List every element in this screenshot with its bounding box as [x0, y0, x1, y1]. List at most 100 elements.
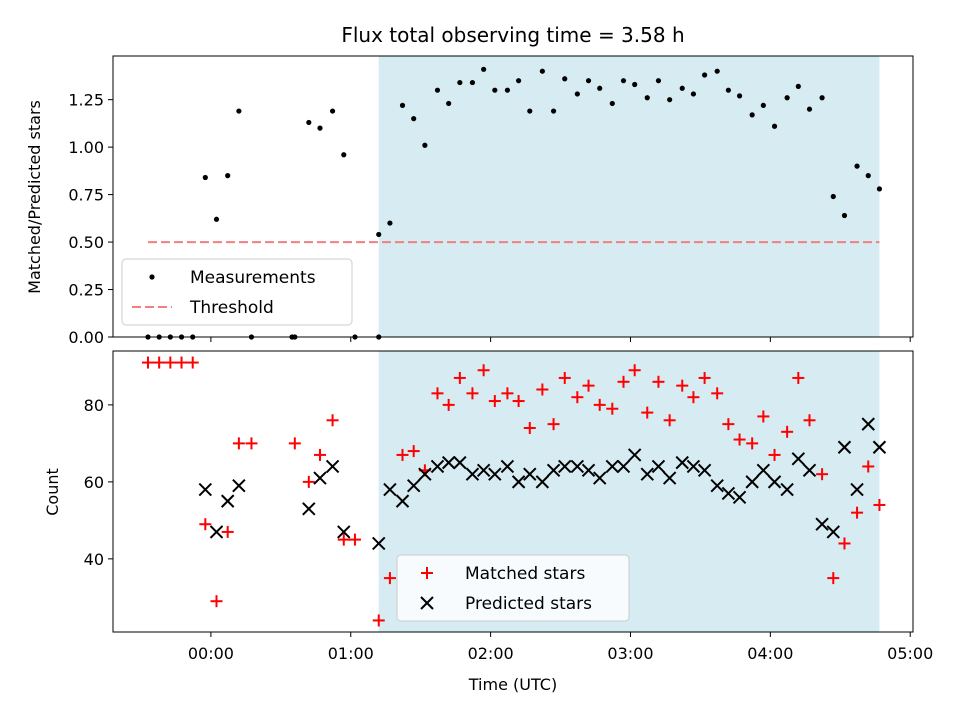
predicted-star-point — [500, 459, 515, 474]
measurement-point — [784, 95, 790, 101]
matched-star-point — [606, 402, 619, 415]
matched-star-point — [663, 414, 676, 427]
x-tick-label: 03:00 — [607, 644, 653, 663]
matched-star-point — [781, 425, 794, 438]
matched-star-point — [676, 379, 689, 392]
measurement-point — [457, 79, 463, 86]
bottom-y-axis-label: Count — [43, 468, 62, 516]
measurement-point — [854, 163, 860, 169]
predicted-star-point — [198, 482, 213, 497]
legend-matched-marker — [421, 567, 433, 579]
measurement-point — [306, 119, 312, 126]
measurement-point — [411, 116, 417, 122]
matched-star-point — [232, 437, 245, 450]
predicted-star-point — [383, 482, 397, 497]
matched-star-point — [873, 498, 886, 511]
measurement-point — [550, 108, 557, 114]
predicted-star-point — [372, 536, 386, 551]
predicted-star-point — [418, 467, 432, 481]
predicted-star-point — [826, 525, 840, 539]
predicted-star-point — [406, 479, 421, 493]
predicted-star-point — [325, 459, 340, 474]
matched-star-point — [523, 421, 536, 434]
matched-star-point — [698, 371, 711, 384]
matched-star-point — [733, 433, 746, 446]
measurement-point — [574, 91, 580, 97]
matched-star-point — [348, 533, 361, 546]
predicted-star-point — [861, 417, 875, 431]
matched-star-point — [372, 614, 385, 627]
matched-star-point — [175, 356, 188, 369]
legend-matched-label: Matched stars — [465, 564, 585, 584]
measurement-point — [632, 81, 638, 88]
matched-star-point — [326, 414, 339, 427]
y-tick-label: 0.50 — [68, 233, 104, 252]
predicted-star-point — [732, 490, 747, 504]
predicted-star-point — [721, 486, 736, 501]
matched-star-point — [652, 375, 665, 388]
predicted-star-point — [662, 471, 677, 485]
matched-star-point — [722, 418, 735, 431]
predicted-star-point — [627, 448, 642, 462]
measurement-point — [515, 78, 522, 84]
matched-star-point — [687, 391, 700, 404]
y-tick-label: 0.75 — [68, 186, 104, 205]
matched-star-point — [816, 468, 829, 481]
predicted-star-point — [488, 467, 502, 481]
predicted-star-point — [546, 463, 561, 478]
measurement-point — [341, 152, 347, 158]
matched-star-point — [396, 448, 409, 461]
matched-star-point — [711, 387, 724, 400]
matched-star-point — [593, 398, 606, 411]
matched-star-point — [383, 572, 396, 585]
predicted-star-point — [441, 455, 456, 470]
matched-star-point — [803, 414, 816, 427]
matched-star-point — [466, 387, 479, 400]
matched-star-point — [302, 475, 315, 488]
measurement-point — [236, 108, 242, 114]
y-tick-label: 1.00 — [68, 138, 104, 157]
predicted-star-point — [535, 475, 550, 489]
matched-star-point — [186, 356, 199, 369]
measurement-point — [749, 112, 755, 118]
predicted-star-point — [337, 525, 351, 539]
matched-star-point — [862, 460, 875, 473]
measurement-point — [527, 108, 533, 114]
measurement-point — [492, 87, 498, 93]
measurement-point — [819, 95, 825, 101]
legend-predicted-label: Predicted stars — [465, 594, 592, 614]
matched-stars-points — [141, 356, 886, 627]
measurement-point — [690, 91, 697, 97]
measurement-point — [597, 85, 603, 91]
predicted-star-point — [581, 463, 596, 478]
y-tick-label: 1.25 — [68, 91, 104, 110]
measurement-point — [679, 85, 685, 91]
bottom-axes-frame — [112, 350, 914, 633]
matched-star-point — [442, 398, 455, 411]
bottom-legend-box — [396, 554, 630, 622]
matched-star-point — [851, 506, 864, 519]
legend-matched-plus — [421, 567, 433, 579]
measurement-point — [795, 83, 801, 89]
measurement-point — [667, 97, 673, 103]
measurement-point — [841, 212, 848, 219]
predicted-star-point — [872, 440, 887, 454]
matched-star-point — [512, 395, 525, 408]
measurement-point — [213, 216, 220, 222]
measurement-point — [771, 123, 778, 129]
matched-star-point — [210, 595, 223, 608]
measurement-point — [725, 87, 731, 93]
measurement-point — [655, 78, 662, 84]
predicted-star-point — [815, 517, 829, 531]
predicted-star-point — [756, 463, 771, 478]
measurement-point — [434, 87, 441, 93]
predicted-star-point — [791, 452, 806, 466]
matched-star-point — [792, 371, 805, 384]
predicted-star-point — [651, 459, 666, 474]
measurement-point — [609, 100, 615, 107]
y-tick-label: 0.25 — [68, 281, 104, 300]
measurement-point — [387, 220, 393, 226]
measurement-point — [865, 173, 871, 179]
measurement-point — [376, 231, 382, 238]
